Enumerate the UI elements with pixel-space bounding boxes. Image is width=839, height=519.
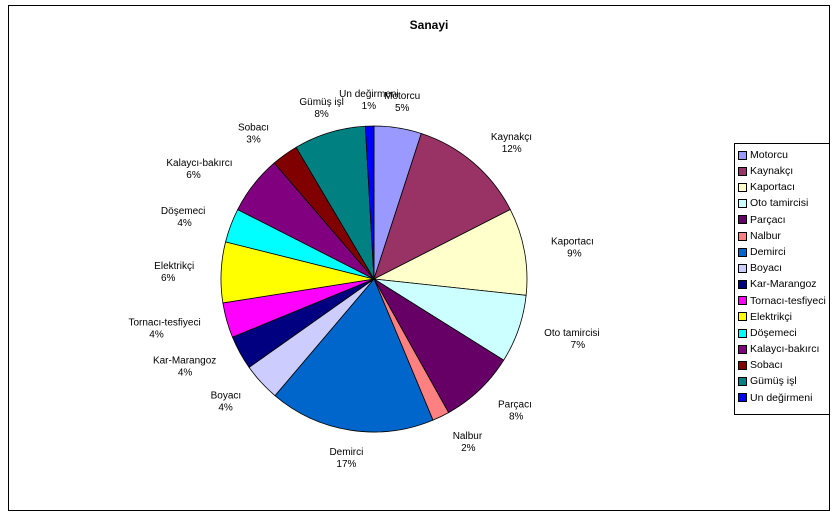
chart-title: Sanayi [410,18,449,32]
legend-label: Kaportacı [750,181,795,194]
slice-label-boyaci: Boyacı [211,391,242,402]
slice-percent-elektrikci: 6% [161,273,176,284]
legend-swatch [738,199,747,209]
pie-slice-kaynakci [373,132,511,280]
legend-label: Demirci [750,245,786,258]
legend-item-parcaci: Parçacı [738,212,827,228]
slice-label-elektrikci: Elektrikçi [154,261,194,272]
slice-label-nalbur: Nalbur [453,431,483,442]
slice-label-motorcu: Motorcu [384,91,420,102]
legend-label: Nalbur [750,229,781,242]
slice-percent-kaportaci: 9% [567,248,582,259]
slice-percent-kaynakci: 12% [502,144,522,155]
legend-swatch [738,296,747,306]
legend-label: Oto tamircisi [750,197,809,210]
slice-percent-demirci: 17% [336,459,356,470]
legend-item-kalayci-bakirci: Kalaycı-bakırcı [738,341,827,357]
legend-swatch [738,377,747,387]
slice-label-oto-tamircisi: Oto tamircisi [544,328,600,339]
slice-label-demirci: Demirci [329,447,363,458]
legend-item-demirci: Demirci [738,244,827,260]
legend-item-dosemeci: Döşemeci [738,325,827,341]
pie-slice-demirci [274,278,434,433]
legend-swatch [738,328,747,338]
legend-label: Gümüş işl [750,375,797,388]
slice-percent-oto-tamircisi: 7% [571,340,586,351]
slice-percent-gumus-isl: 8% [314,109,329,120]
legend-item-elektrikci: Elektrikçi [738,309,827,325]
legend-label: Döşemeci [750,326,797,339]
legend-item-kar-marangoz: Kar-Marangoz [738,277,827,293]
legend-item-tornaci-tesfiyeci: Tornacı-tesfiyeci [738,293,827,309]
slice-label-kalayci-bakirci: Kalaycı-bakırcı [166,158,232,169]
legend: Motorcu Kaynakçı Kaportacı Oto tamircisi Par… [734,143,830,415]
legend-item-boyaci: Boyacı [738,260,827,276]
legend-item-oto-tamircisi: Oto tamircisi [738,196,827,212]
legend-item-nalbur: Nalbur [738,228,827,244]
legend-item-gumus-isl: Gümüş işl [738,374,827,390]
legend-swatch [738,247,747,257]
pie-slices [220,125,528,433]
slice-percent-nalbur: 2% [461,443,476,454]
slice-label-tornaci-tesfiyeci: Tornacı-tesfiyeci [128,318,200,329]
slice-percent-boyaci: 4% [218,403,233,414]
legend-label: Kaynakçı [750,165,794,178]
pie-slice-kaportaci [372,209,528,296]
legend-label: Elektrikçi [750,310,793,323]
slice-percent-dosemeci: 4% [177,218,192,229]
legend-label: Parçacı [750,213,786,226]
slice-percent-un-degirmeni: 1% [362,101,377,112]
legend-label: Kar-Marangoz [750,278,817,291]
legend-swatch [738,150,747,160]
slice-percent-motorcu: 5% [395,103,410,114]
legend-label: Boyacı [750,262,783,275]
legend-item-sobaci: Sobacı [738,357,827,373]
slice-label-kaynakci: Kaynakçı [491,132,532,143]
legend-swatch [738,215,747,225]
legend-item-kaportaci: Kaportacı [738,179,827,195]
slice-label-dosemeci: Döşemeci [161,206,205,217]
slice-label-kar-marangoz: Kar-Marangoz [153,356,216,367]
slice-percent-kar-marangoz: 4% [178,368,193,379]
slice-label-un-degirmeni: Un değirmeni [339,89,398,100]
legend-swatch [738,344,747,354]
slice-label-gumus-isl: Gümüş işl [299,97,343,108]
slice-label-kaportaci: Kaportacı [551,236,594,247]
legend-swatch [738,263,747,273]
legend-label: Kalaycı-bakırcı [750,343,820,356]
pie-slice-un-degirmeni [364,125,375,280]
legend-item-motorcu: Motorcu [738,147,827,163]
slice-label-sobaci: Sobacı [238,123,269,134]
legend-label: Un değirmeni [750,391,813,404]
legend-label: Motorcu [750,148,788,161]
slice-percent-tornaci-tesfiyeci: 4% [149,330,164,341]
slice-percent-sobaci: 3% [246,135,261,146]
legend-swatch [738,182,747,192]
legend-swatch [738,166,747,176]
legend-swatch [738,361,747,371]
legend-item-kaynakci: Kaynakçı [738,163,827,179]
legend-label: Tornacı-tesfiyeci [750,294,826,307]
slice-label-parcaci: Parçacı [498,399,532,410]
legend-label: Sobacı [750,359,783,372]
legend-swatch [738,393,747,403]
slice-percent-kalayci-bakirci: 6% [186,170,201,181]
legend-swatch [738,312,747,322]
slice-percent-parcaci: 8% [509,411,524,422]
legend-swatch [738,280,747,290]
legend-item-un-degirmeni: Un değirmeni [738,390,827,406]
legend-swatch [738,231,747,241]
